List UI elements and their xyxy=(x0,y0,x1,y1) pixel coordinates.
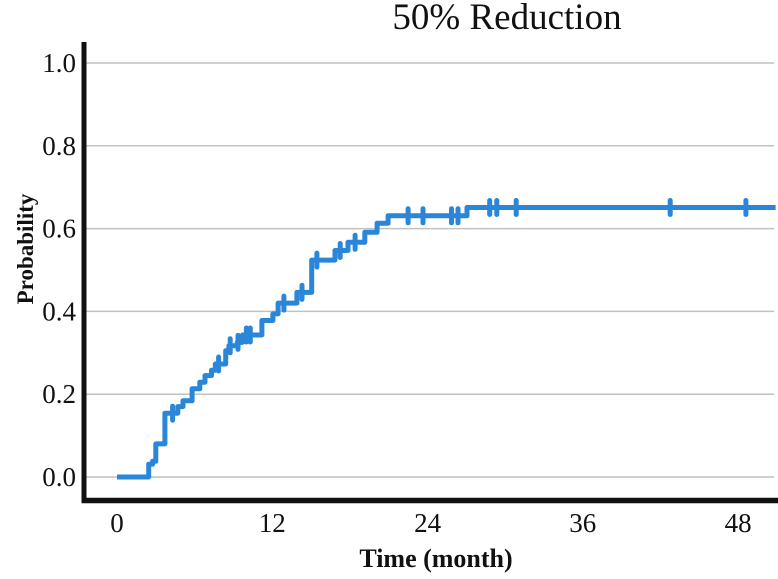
gridlines xyxy=(86,62,774,478)
svg-text:24: 24 xyxy=(414,508,442,538)
svg-text:0.8: 0.8 xyxy=(42,131,76,161)
x-tick-labels: 0 12 24 36 48 xyxy=(110,508,751,538)
y-tick-labels: 0.0 0.2 0.4 0.6 0.8 1.0 xyxy=(42,48,76,492)
chart-title: 50% Reduction xyxy=(392,0,622,38)
survival-curve xyxy=(117,205,776,480)
x-axis-title: Time (month) xyxy=(359,544,513,573)
svg-text:12: 12 xyxy=(259,508,286,538)
svg-text:1.0: 1.0 xyxy=(42,48,76,78)
svg-text:48: 48 xyxy=(725,508,752,538)
svg-text:0.0: 0.0 xyxy=(42,462,76,492)
y-axis-title: Probability xyxy=(13,193,38,305)
svg-text:36: 36 xyxy=(569,508,596,538)
svg-text:0.2: 0.2 xyxy=(42,379,76,409)
svg-text:0.4: 0.4 xyxy=(42,296,76,326)
svg-text:0: 0 xyxy=(110,508,124,538)
svg-text:0.6: 0.6 xyxy=(42,214,76,244)
censor-marks xyxy=(170,198,749,423)
